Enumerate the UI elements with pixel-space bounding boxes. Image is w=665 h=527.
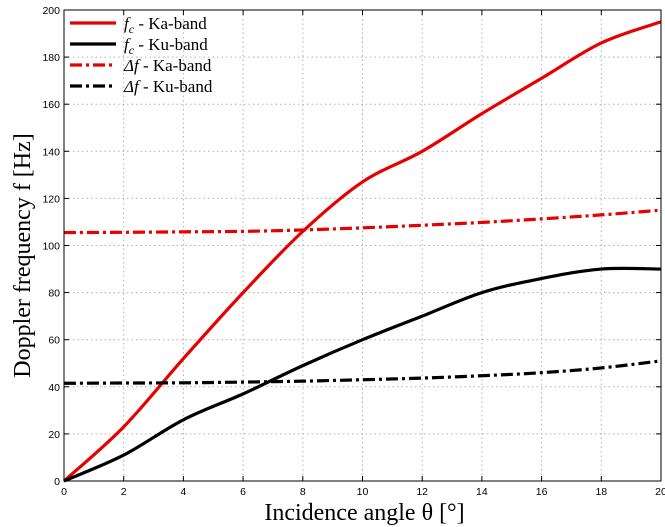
y-tick-label: 20	[48, 429, 60, 441]
series-layer	[62, 20, 662, 483]
legend-label-3: Δf - Ka-band	[123, 56, 212, 75]
series-line-3	[63, 208, 662, 235]
y-tick-label: 200	[42, 5, 60, 17]
y-tick-label: 120	[42, 193, 60, 205]
y-tick-label: 60	[48, 335, 60, 347]
x-tick-label: 10	[357, 486, 369, 498]
y-tick-label: 80	[48, 288, 60, 300]
y-tick-label: 180	[42, 52, 60, 64]
x-tick-label: 20	[655, 486, 665, 498]
x-tick-label: 6	[240, 486, 246, 498]
grid-layer	[64, 10, 661, 481]
x-tick-label: 12	[416, 486, 428, 498]
series-line-2	[63, 266, 662, 483]
legend-label-2: fc - Ku-band	[124, 35, 208, 57]
y-axis-title: Doppler frequency f [Hz]	[10, 133, 36, 378]
x-tick-label: 14	[476, 486, 488, 498]
y-tick-label: 140	[42, 146, 60, 158]
tick-layer	[63, 9, 662, 482]
series-line-4	[63, 359, 662, 385]
x-tick-label: 16	[536, 486, 548, 498]
y-tick-label: 160	[42, 99, 60, 111]
x-axis-title: Incidence angle θ [°]	[264, 500, 464, 526]
y-tick-label: 40	[48, 382, 60, 394]
tick-label-layer: 0 2 4 6 8 10 12 14 16 18 2002040608010012014016018…	[42, 5, 665, 498]
y-tick-label: 100	[42, 241, 60, 253]
y-tick-label: 0	[54, 476, 60, 488]
x-tick-label: 0	[61, 486, 67, 498]
x-tick-label: 18	[595, 486, 607, 498]
x-tick-label: 8	[300, 486, 306, 498]
legend-label-1: fc - Ka-band	[124, 14, 207, 36]
x-tick-label: 2	[121, 486, 127, 498]
legend-label-4: Δf - Ku-band	[123, 77, 213, 96]
x-tick-label: 4	[180, 486, 186, 498]
